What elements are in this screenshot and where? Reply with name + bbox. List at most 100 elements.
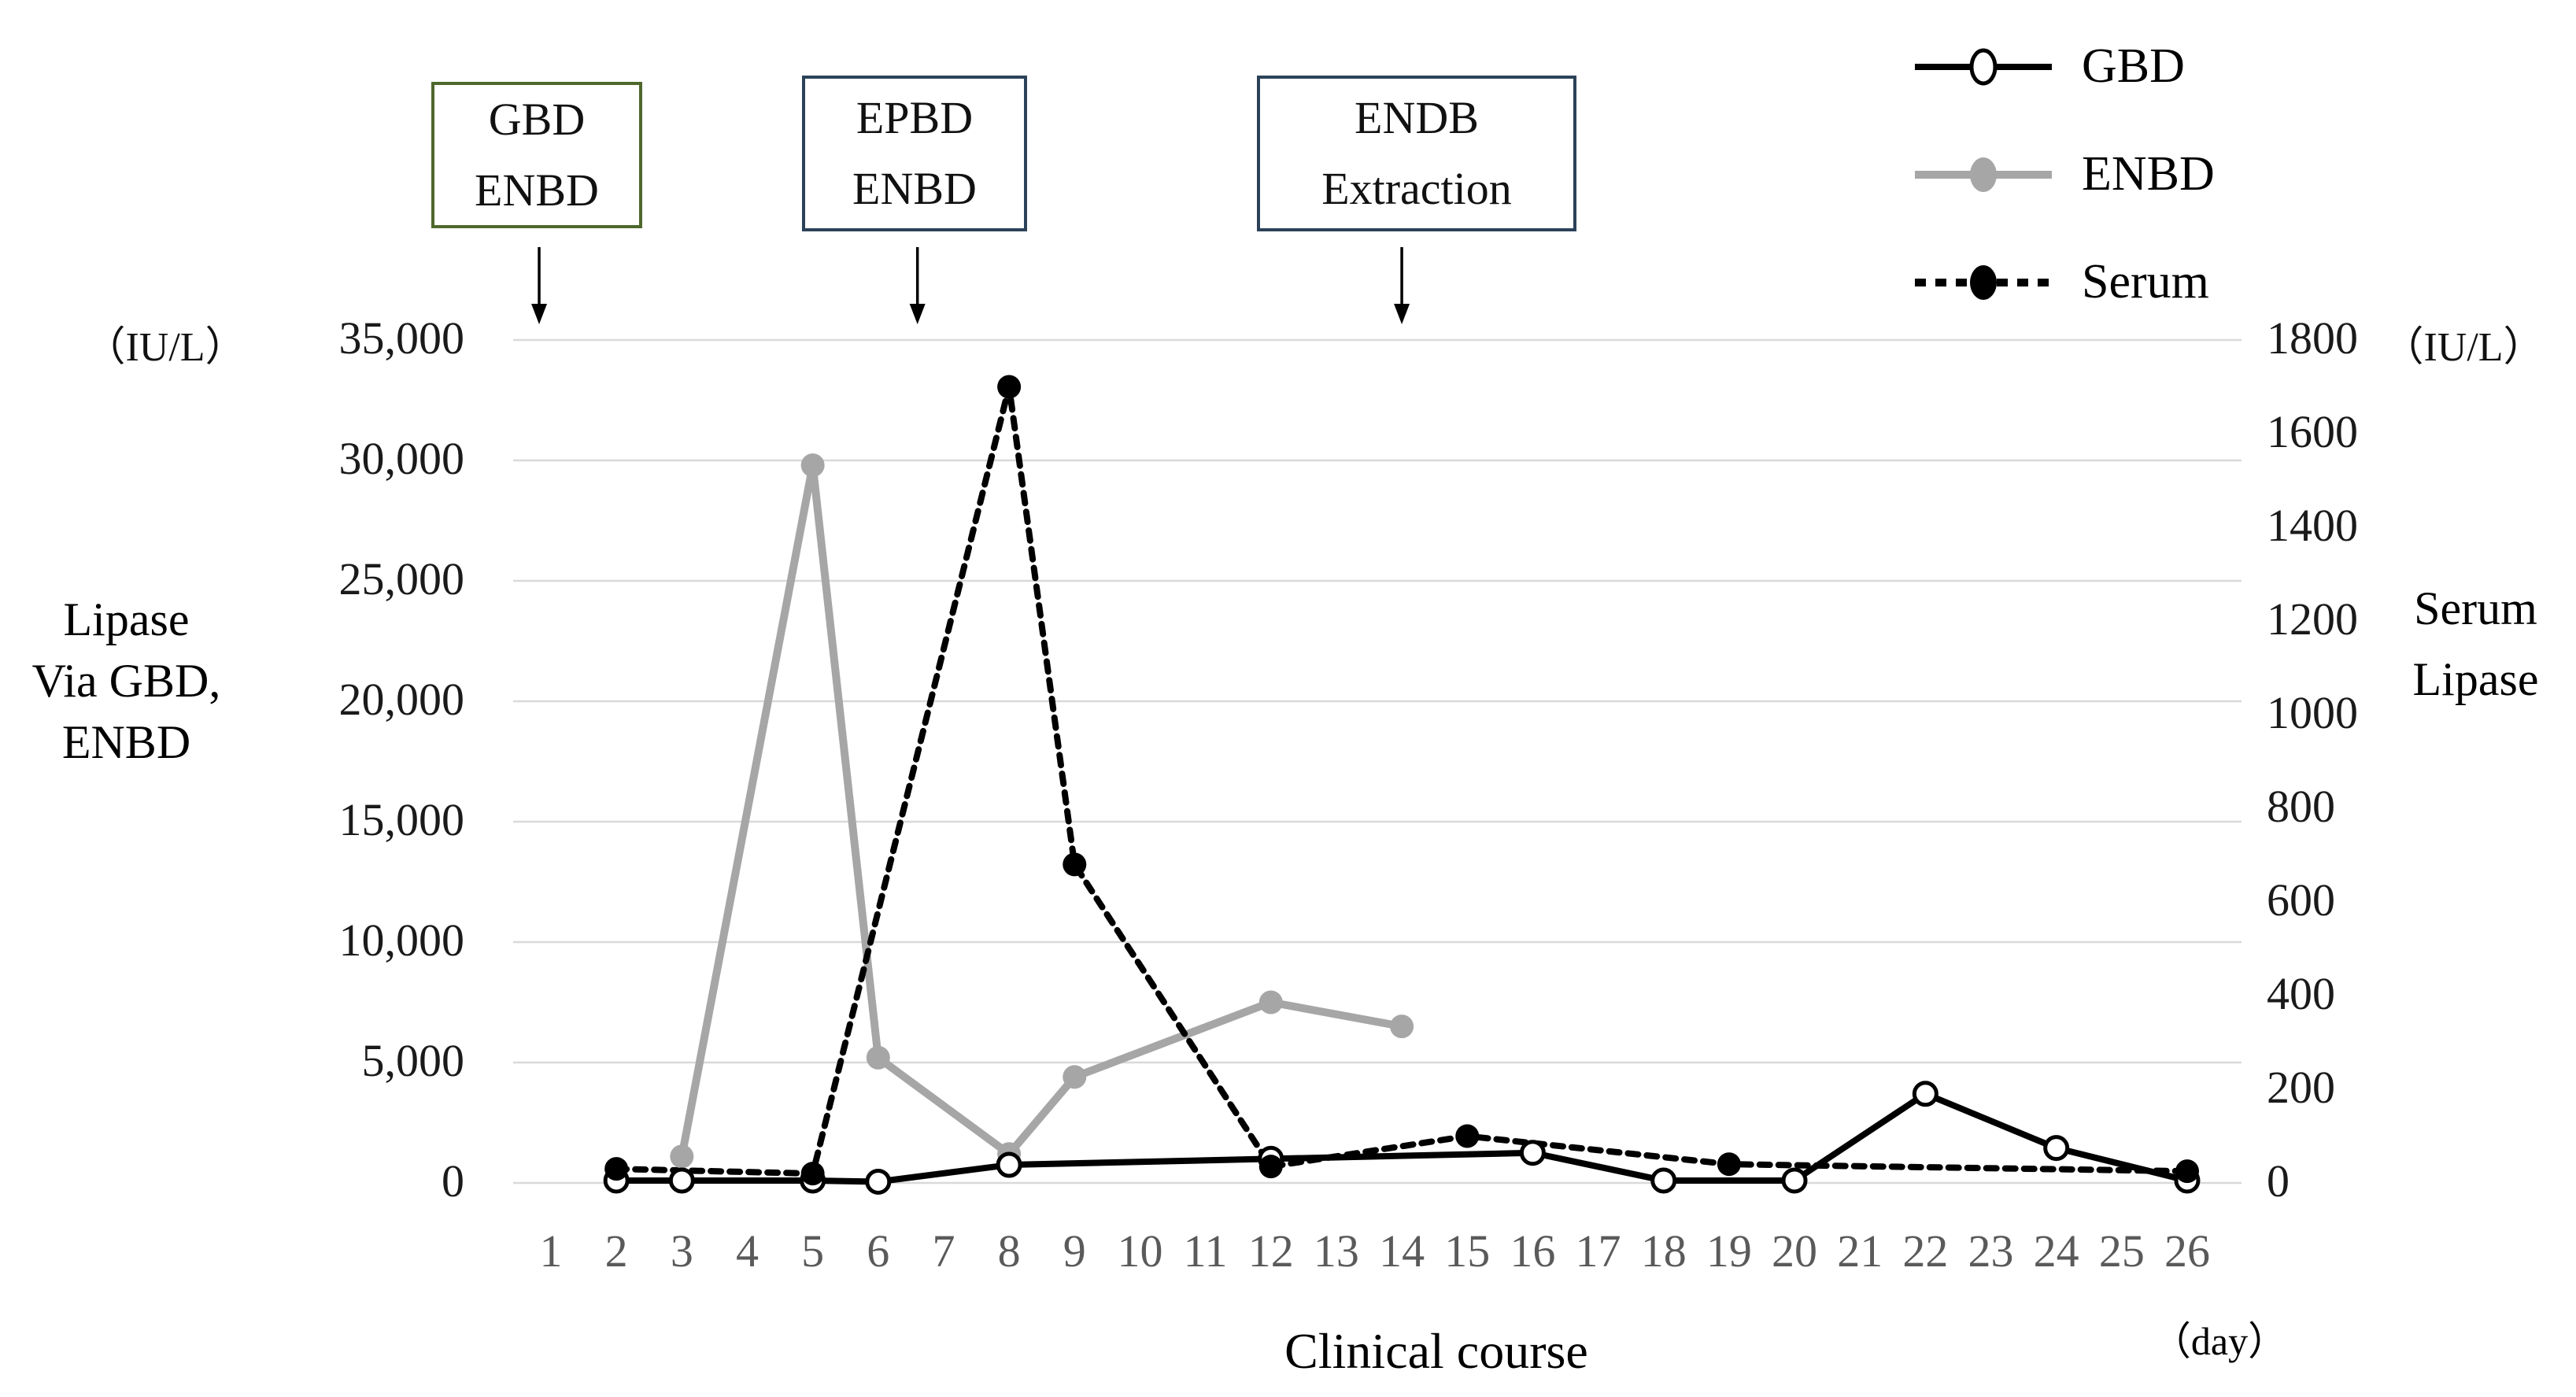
annotation-line: ENDB [1355, 92, 1479, 143]
left-axis-tick: 35,000 [338, 312, 465, 364]
gbd-line-swatch-icon [1915, 48, 2052, 85]
data-point-gbd [1519, 1140, 1546, 1166]
data-point-serum [1717, 1152, 1741, 1177]
data-point-enbd [800, 453, 825, 478]
x-axis-tick: 7 [932, 1225, 955, 1277]
x-axis-tick: 20 [1772, 1225, 1818, 1277]
annotation-line: EPBD [856, 92, 974, 143]
left-axis-title-line: Via GBD, [31, 655, 221, 707]
annotation-box-gbd-enbd: GBD ENBD [431, 82, 642, 228]
data-point-gbd [668, 1167, 695, 1194]
annotation-line: ENBD [475, 164, 599, 216]
annotation-arrow-icon [909, 304, 926, 324]
data-point-enbd [1063, 1065, 1087, 1089]
x-axis-tick: 8 [997, 1225, 1021, 1277]
x-axis-tick: 3 [670, 1225, 693, 1277]
x-axis-tick: 26 [2164, 1225, 2210, 1277]
enbd-line-swatch-icon [1915, 157, 2052, 192]
data-point-serum [2175, 1159, 2199, 1184]
x-axis-tick: 15 [1444, 1225, 1491, 1277]
data-point-serum [1063, 852, 1087, 877]
right-axis-tick: 0 [2267, 1155, 2290, 1207]
annotation-arrow-icon [1394, 304, 1410, 324]
data-point-enbd [1258, 990, 1283, 1014]
data-point-gbd [865, 1168, 892, 1195]
x-axis-tick: 22 [1902, 1225, 1949, 1277]
left-axis-title-line: Lipase [63, 593, 190, 645]
right-axis-tick: 1600 [2267, 406, 2358, 457]
data-point-gbd [1650, 1167, 1677, 1194]
data-point-serum [997, 375, 1022, 399]
left-axis-title-line: ENBD [61, 716, 191, 768]
x-axis-tick: 25 [2098, 1225, 2145, 1277]
left-axis-tick: 0 [442, 1155, 464, 1207]
legend-item-serum: Serum [1909, 228, 2570, 336]
x-axis-tick: 9 [1063, 1225, 1086, 1277]
series-line-enbd [678, 461, 1406, 1161]
legend-label: Serum [2082, 255, 2209, 309]
x-axis-tick: 23 [1968, 1225, 2014, 1277]
data-point-gbd [2043, 1135, 2070, 1162]
legend: GBD ENBD Serum [1909, 13, 2570, 336]
data-point-enbd [670, 1144, 694, 1169]
left-axis-tick: 20,000 [338, 674, 465, 725]
x-axis-tick: 17 [1575, 1225, 1621, 1277]
x-axis-tick: 5 [801, 1225, 825, 1277]
legend-label: ENBD [2082, 147, 2215, 201]
x-axis-tick: 11 [1183, 1225, 1228, 1277]
series-line-serum [613, 383, 2190, 1177]
series-line-gbd [613, 1090, 2190, 1185]
x-axis-tick: 19 [1706, 1225, 1752, 1277]
x-axis-title: Clinical course [1284, 1323, 1588, 1379]
data-point-serum [800, 1162, 825, 1186]
left-axis-unit: （IU/L） [84, 325, 246, 370]
annotation-box-epbd-enbd: EPBD ENBD [802, 76, 1027, 231]
x-axis-tick: 16 [1510, 1225, 1556, 1277]
annotation-box-endb-extraction: ENDB Extraction [1257, 76, 1576, 231]
x-axis-tick: 10 [1117, 1225, 1163, 1277]
x-axis-tick: 24 [2033, 1225, 2079, 1277]
data-point-serum [604, 1157, 629, 1181]
left-axis-tick: 5,000 [361, 1035, 465, 1086]
x-axis-tick: 2 [604, 1225, 628, 1277]
x-axis-tick: 1 [539, 1225, 563, 1277]
x-axis-tick: 6 [867, 1225, 890, 1277]
right-axis-tick: 1000 [2267, 687, 2358, 738]
right-axis-title: Serum Lipase [2375, 573, 2576, 715]
x-axis-tick: 21 [1837, 1225, 1883, 1277]
x-axis-tick: 13 [1313, 1225, 1359, 1277]
left-axis-title: Lipase Via GBD, ENBD [6, 589, 246, 773]
left-axis-tick: 15,000 [338, 794, 465, 845]
right-axis-tick: 800 [2267, 781, 2335, 832]
data-point-gbd [1781, 1167, 1808, 1194]
data-point-serum [1258, 1155, 1283, 1179]
right-axis-unit: （IU/L） [2382, 325, 2545, 370]
data-point-serum [1455, 1124, 1480, 1148]
legend-item-gbd: GBD [1909, 13, 2570, 120]
legend-item-enbd: ENBD [1909, 120, 2570, 228]
annotation-line: Extraction [1321, 163, 1512, 214]
left-axis-tick: 25,000 [338, 553, 465, 604]
right-axis-tick: 400 [2267, 968, 2335, 1019]
right-axis-tick: 1800 [2267, 312, 2358, 364]
x-axis-tick: 14 [1379, 1225, 1425, 1277]
data-point-enbd [1390, 1014, 1414, 1039]
data-point-gbd [1912, 1081, 1938, 1107]
right-axis-title-line: Serum [2414, 582, 2537, 634]
right-axis-title-line: Lipase [2412, 653, 2539, 705]
right-axis-tick: 200 [2267, 1062, 2335, 1113]
left-axis-tick: 30,000 [338, 433, 465, 484]
x-axis-unit: （day） [2151, 1319, 2288, 1363]
annotation-arrow-icon [531, 304, 548, 324]
annotation-line: GBD [488, 94, 586, 145]
data-point-gbd [996, 1151, 1022, 1178]
x-axis-tick: 18 [1640, 1225, 1687, 1277]
x-axis-tick: 4 [735, 1225, 759, 1277]
right-axis-tick: 600 [2267, 874, 2335, 926]
right-axis-tick: 1400 [2267, 500, 2358, 551]
data-point-enbd [866, 1045, 890, 1070]
left-axis-tick: 10,000 [338, 915, 465, 966]
annotation-line: ENBD [852, 163, 977, 214]
